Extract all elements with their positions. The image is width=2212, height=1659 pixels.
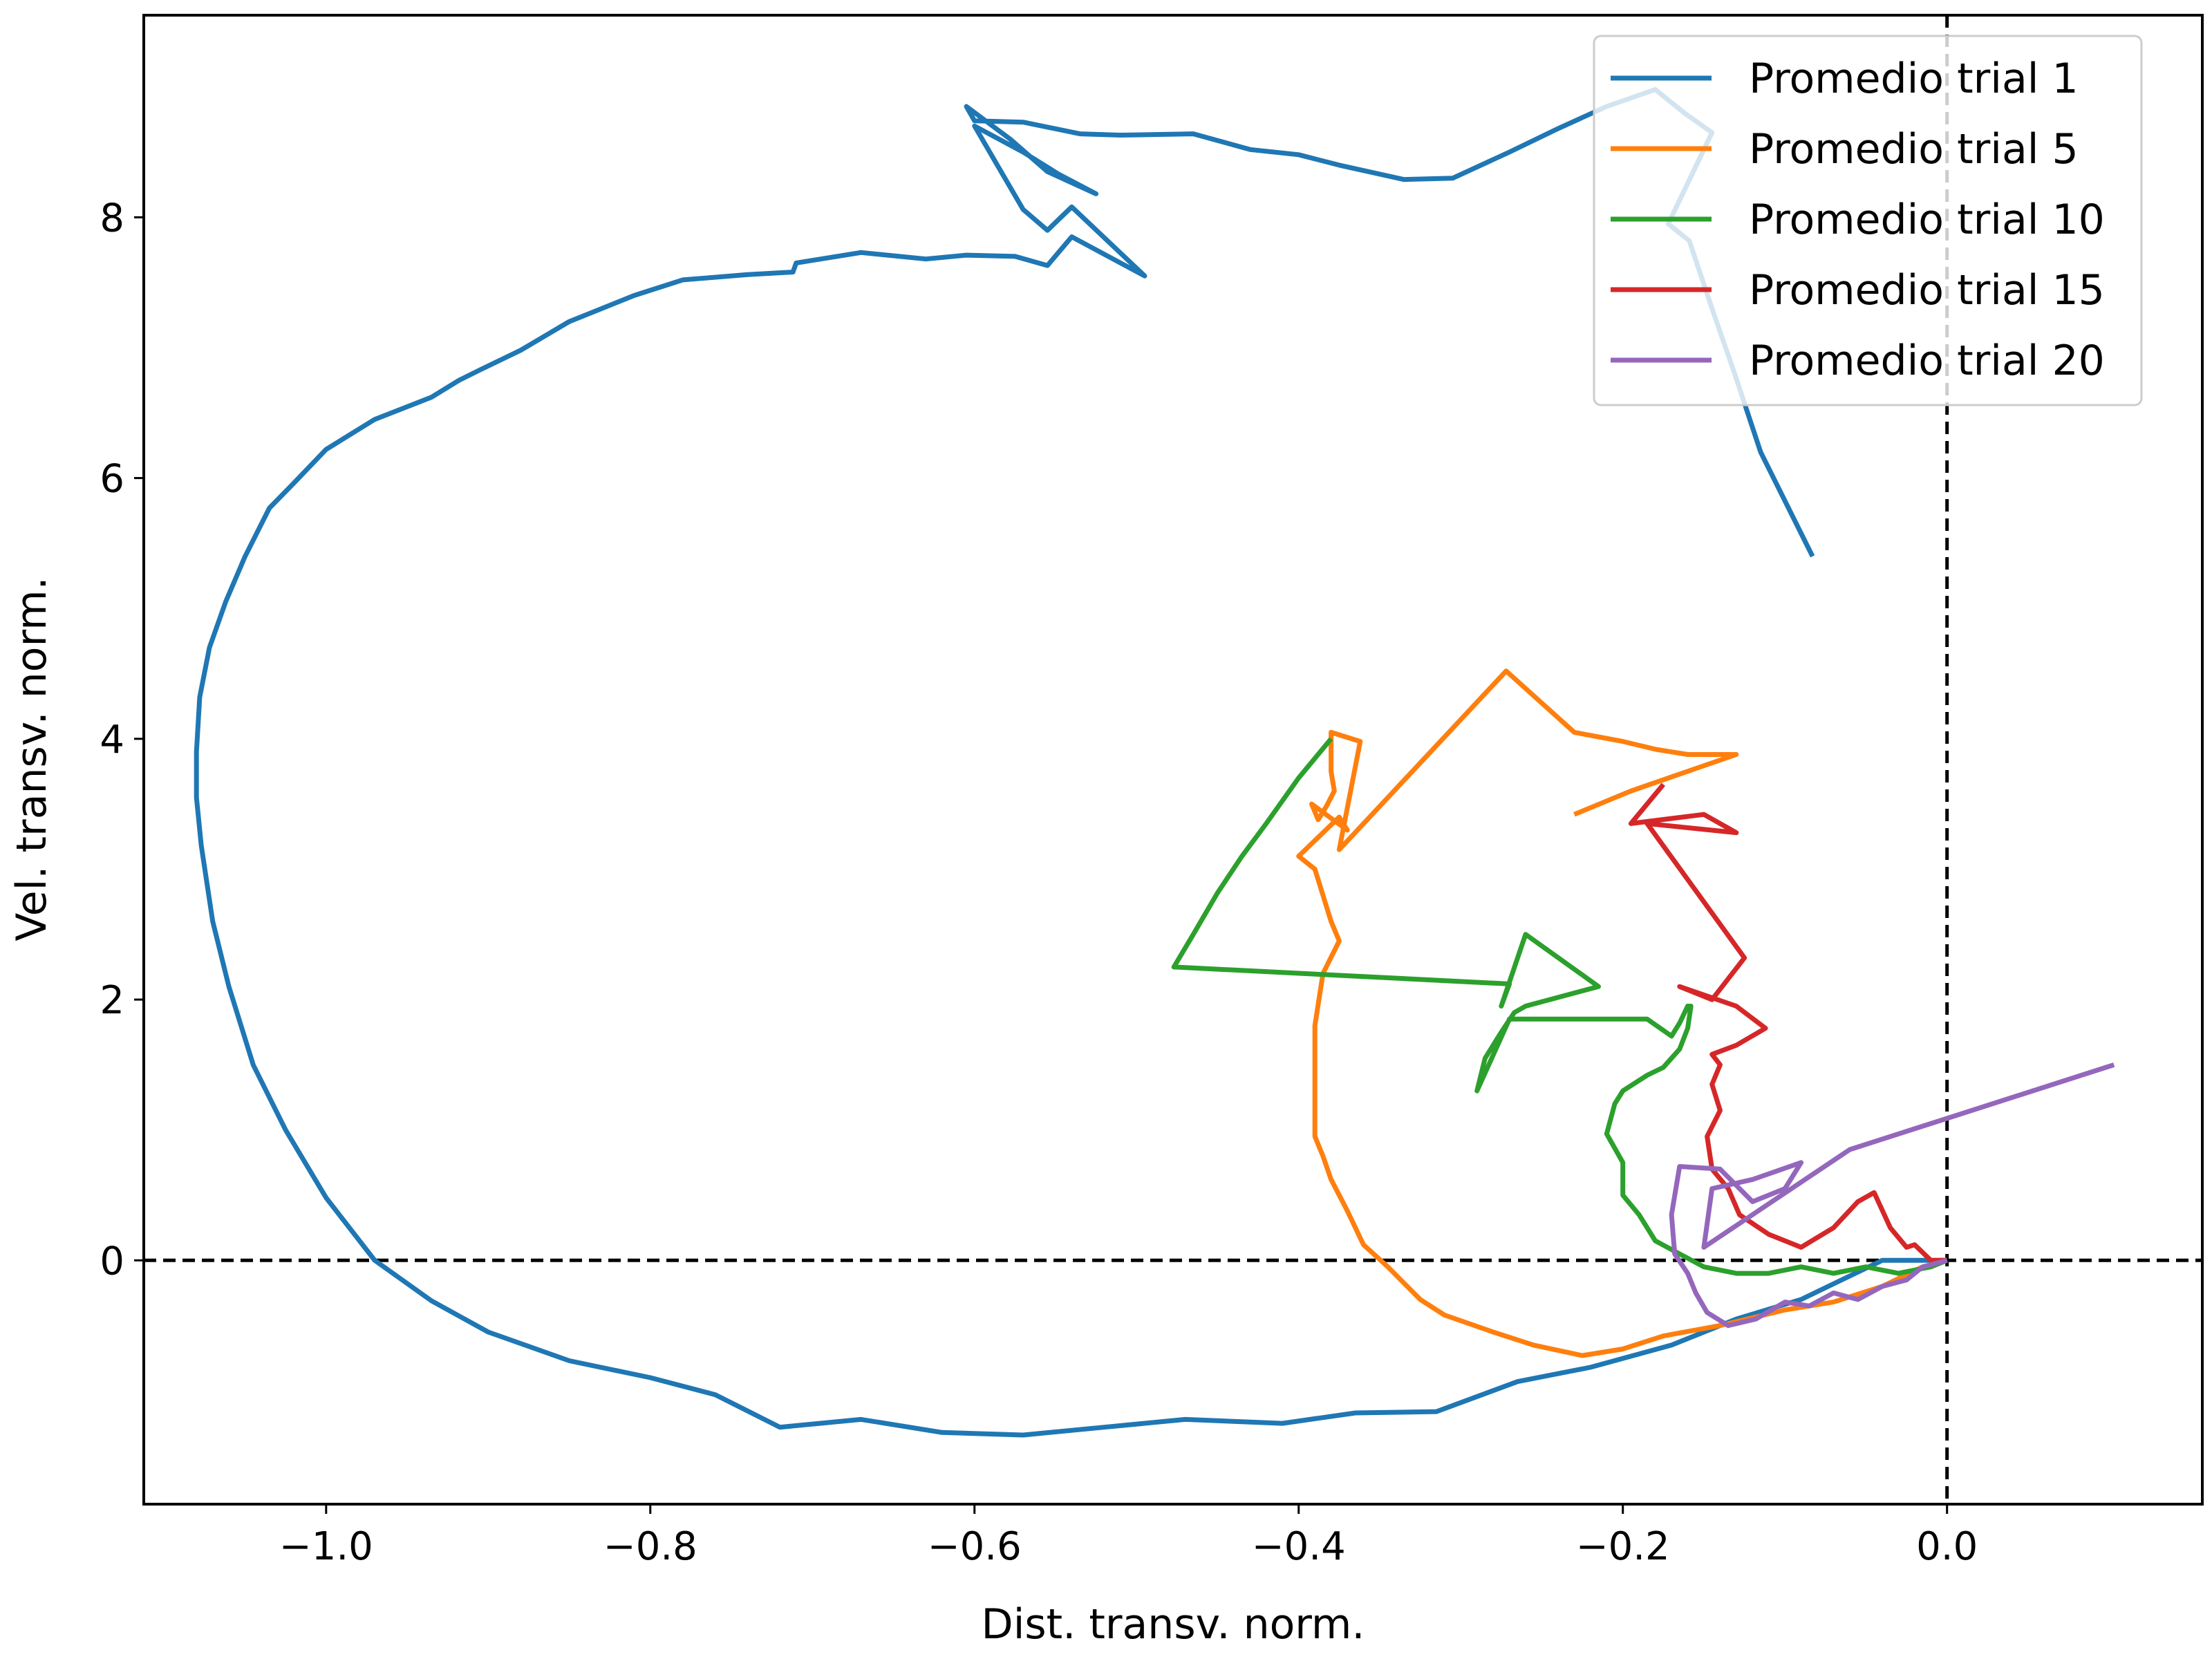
x-tick-label: −0.6 — [928, 1524, 1022, 1569]
legend-label-4: Promedio trial 15 — [1749, 266, 2105, 315]
legend-label-5: Promedio trial 20 — [1749, 337, 2105, 385]
y-tick-label: 2 — [100, 978, 124, 1023]
y-tick-label: 4 — [100, 718, 124, 762]
legend-label-1: Promedio trial 1 — [1749, 55, 2079, 103]
series-line-5 — [1669, 1062, 2115, 1329]
legend-box — [1593, 35, 2143, 406]
y-tick-label: 8 — [100, 196, 124, 241]
x-tick-label: −0.8 — [603, 1524, 697, 1569]
plot-frame — [142, 14, 2204, 1506]
x-axis-ticks: −1.0 −0.8 −0.6 −0.4 −0.2 0.0 — [279, 1504, 1978, 1569]
legend: Promedio trial 1 Promedio trial 5 Promedio… — [1593, 35, 2143, 406]
x-tick-label: −0.4 — [1252, 1524, 1346, 1569]
x-tick-label: −1.0 — [279, 1524, 373, 1569]
y-axis-ticks: 0 2 4 6 8 — [100, 196, 144, 1284]
y-axis-title: Vel. transv. norm. — [8, 577, 56, 941]
legend-label-3: Promedio trial 10 — [1749, 196, 2105, 244]
series-line-4 — [1628, 782, 1947, 1263]
y-tick-label: 6 — [100, 457, 124, 502]
x-tick-label: −0.2 — [1576, 1524, 1670, 1569]
x-axis-title: Dist. transv. norm. — [982, 1600, 1365, 1649]
series-lines — [194, 87, 2115, 1438]
x-tick-label: 0.0 — [1916, 1524, 1978, 1569]
reference-lines — [144, 15, 2202, 1504]
legend-label-2: Promedio trial 5 — [1749, 125, 2079, 174]
y-tick-label: 0 — [100, 1239, 124, 1284]
series-line-1 — [194, 87, 1947, 1438]
series-line-3 — [1171, 737, 1948, 1276]
